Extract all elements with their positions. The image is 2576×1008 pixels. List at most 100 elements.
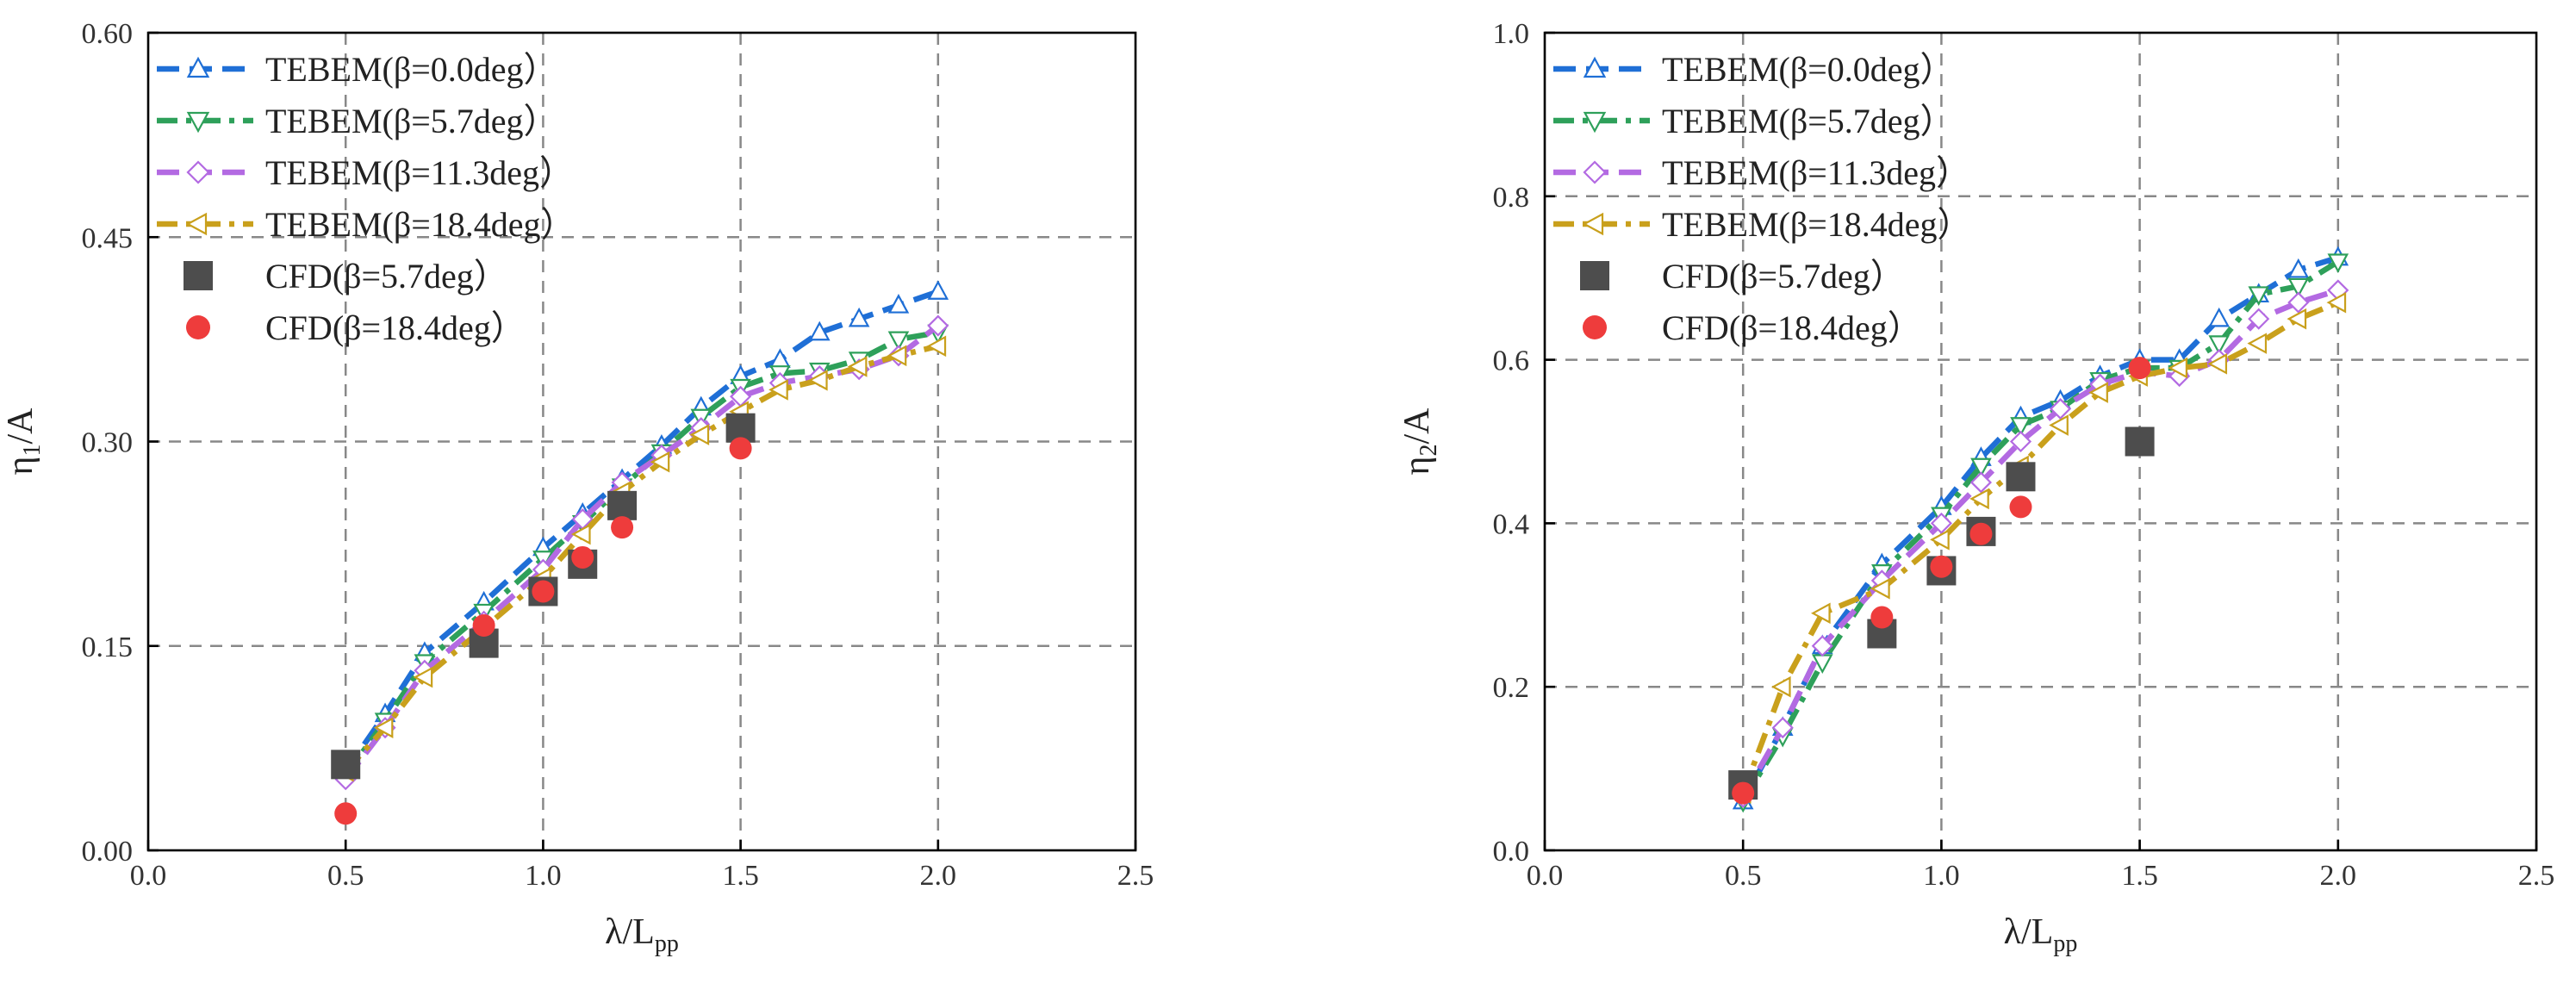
legend-marker (186, 160, 210, 184)
legend-marker (186, 111, 210, 134)
series-tebem-11-3deg-point (2009, 430, 2032, 453)
chart-eta1: 0.0 0.5 1.0 1.5 2.0 2.5 0.00 0.15 0.30 0.45 0.60 λ/… (1, 18, 1154, 957)
y-tick-label: 0.60 (82, 18, 134, 50)
y-axis-label-main: η (1, 457, 40, 476)
series-tebem-18-4deg-point (413, 666, 433, 688)
legend-label: CFD(β=18.4deg） (1662, 308, 1922, 347)
y-tick-label: 0.0 (1493, 836, 1530, 868)
legend-marker (184, 261, 213, 290)
series-tebem-18-4deg-point (373, 717, 394, 738)
legend-item-tebem-18-4deg: TEBEM(β=18.4deg） (1553, 205, 1972, 244)
y-tick-label: 0.15 (82, 632, 134, 663)
legend: TEBEM(β=0.0deg） TEBEM(β=5.7deg） TEBEM(β=11… (157, 50, 576, 347)
legend-item-tebem-0-0deg: TEBEM(β=0.0deg） (157, 50, 558, 89)
x-axis-label-subscript: pp (2053, 930, 2077, 957)
x-tick-label: 2.5 (1117, 860, 1154, 892)
legend-label: TEBEM(β=18.4deg） (1662, 205, 1972, 244)
y-tick-label: 0.45 (82, 222, 134, 254)
series-tebem-0-0deg-point (808, 320, 831, 341)
series-tebem-18-4deg-line (1740, 300, 2340, 794)
series-cfd-18-4deg-point (1870, 606, 1894, 629)
y-axis-label-suffix: /A (1, 408, 40, 445)
series-cfd-5-7deg-point (607, 490, 638, 520)
legend-label: TEBEM(β=0.0deg） (265, 50, 558, 89)
series-cfd-18-4deg-point (2009, 495, 2032, 519)
x-axis-label-main: λ/L (605, 912, 655, 952)
series-tebem-11-3deg-point (2287, 291, 2310, 314)
series-cfd-18-4deg-point (1930, 555, 1953, 578)
series-cfd-18-4deg-point (532, 580, 555, 603)
legend-marker (1583, 160, 1607, 184)
y-tick-label: 0.6 (1493, 345, 1530, 377)
legend-label: CFD(β=5.7deg） (1662, 257, 1905, 296)
series-tebem-18-4deg-point (926, 335, 947, 358)
series-tebem-11-3deg-point (1811, 635, 1833, 657)
legend-label: TEBEM(β=5.7deg） (1662, 102, 1955, 140)
series-tebem-18-4deg-point (2287, 308, 2307, 330)
y-axis-label: η2/A (1397, 408, 1442, 476)
legend-marker (186, 315, 210, 339)
series-tebem-18-4deg-point (1969, 488, 1989, 510)
series-tebem-11-3deg-point (1969, 471, 1992, 494)
legend-item-cfd-18-4deg: CFD(β=18.4deg） (186, 308, 526, 347)
x-tick-label: 1.0 (1923, 860, 1960, 892)
series-tebem-11-3deg-point (1771, 717, 1794, 739)
legend-marker (1580, 261, 1609, 290)
series-tebem-0-0deg-line (343, 289, 939, 774)
series-tebem-11-3deg-point (927, 314, 949, 337)
series-tebem-18-4deg-point (1770, 675, 1791, 698)
series-tebem-5-7deg-point (2248, 286, 2270, 306)
series-tebem-11-3deg-line (1740, 287, 2339, 799)
legend-label: TEBEM(β=0.0deg） (1662, 50, 1955, 89)
series-tebem-18-4deg-point (887, 345, 907, 367)
series-tebem-11-3deg-point (2049, 397, 2072, 420)
x-tick-label: 0.0 (1527, 860, 1564, 892)
y-axis-label: η1/A (1, 408, 46, 476)
series-tebem-0-0deg-point (887, 294, 910, 314)
series-cfd-18-4deg-point (1732, 781, 1755, 805)
series-tebem-0-0deg-line (1740, 254, 2339, 803)
series-cfd-18-4deg-point (729, 437, 752, 460)
x-tick-label: 1.0 (525, 860, 562, 892)
series-tebem-0-0deg-point (2208, 307, 2230, 327)
legend-item-cfd-5-7deg: CFD(β=5.7deg） (1580, 257, 1905, 296)
x-tick-label: 0.0 (130, 860, 167, 892)
series-tebem-0-0deg-point (848, 307, 870, 327)
series-tebem-18-4deg-point (768, 379, 788, 401)
series-tebem-0-0deg-point (927, 280, 949, 300)
plot-frame (1543, 31, 2538, 852)
series-cfd-18-4deg-point (334, 802, 358, 825)
series-cfd-5-7deg-point (2125, 426, 2155, 457)
series-tebem-18-4deg-point (570, 523, 591, 545)
x-tick-label: 2.5 (2518, 860, 2555, 892)
y-axis-label-suffix: /A (1397, 408, 1437, 445)
series-tebem-18-4deg-point (807, 370, 828, 391)
chart-eta2: 0.0 0.5 1.0 1.5 2.0 2.5 0.0 0.2 0.4 0.6 0.8 1.0 λ/Lp… (1397, 18, 2554, 957)
series-tebem-5-7deg-point (1970, 457, 1992, 478)
y-tick-label: 0.00 (82, 836, 134, 868)
series-tebem-0-0deg-point (2287, 258, 2310, 278)
legend-item-cfd-5-7deg: CFD(β=5.7deg） (184, 257, 508, 296)
series-tebem-5-7deg-line (343, 329, 939, 777)
series-tebem-18-4deg-point (1810, 602, 1831, 625)
series-tebem-18-4deg-point (2088, 382, 2108, 403)
legend-label: TEBEM(β=5.7deg） (265, 102, 558, 140)
series-tebem-18-4deg-point (689, 424, 710, 445)
series-tebem-5-7deg-point (2010, 417, 2032, 437)
legend-marker (1582, 212, 1604, 236)
y-tick-label: 0.30 (82, 427, 134, 459)
legend-marker (1583, 56, 1607, 78)
legend: TEBEM(β=0.0deg） TEBEM(β=5.7deg） TEBEM(β=11… (1553, 50, 1972, 347)
series-tebem-18-4deg-point (2049, 414, 2069, 436)
legend-marker (185, 212, 208, 236)
x-axis-label: λ/Lpp (605, 912, 679, 957)
x-axis-label: λ/Lpp (2004, 912, 2078, 957)
series-cfd-18-4deg-point (611, 516, 634, 539)
legend-item-tebem-18-4deg: TEBEM(β=18.4deg） (157, 205, 576, 244)
x-tick-label: 2.0 (920, 860, 957, 892)
legend-marker (186, 56, 210, 78)
x-tick-label: 2.0 (2320, 860, 2357, 892)
x-tick-label: 1.5 (722, 860, 759, 892)
legend-label: TEBEM(β=18.4deg） (265, 205, 576, 244)
